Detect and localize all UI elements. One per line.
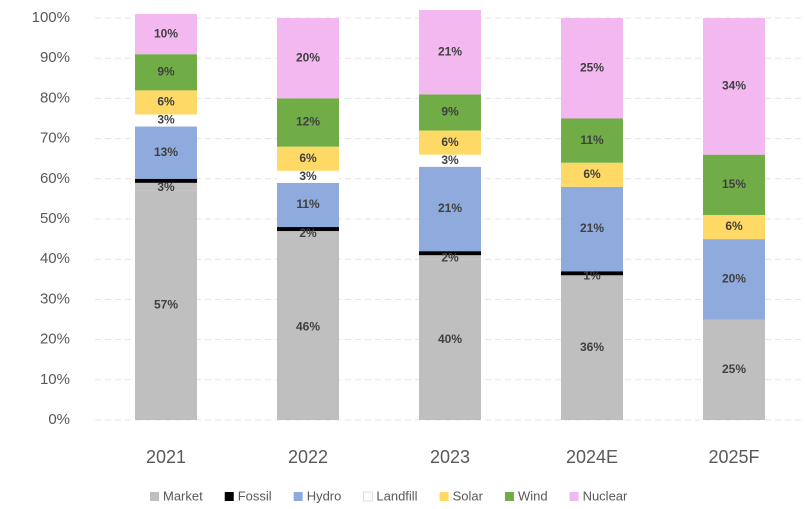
data-label: 3% — [441, 153, 459, 167]
data-label: 12% — [296, 115, 320, 129]
y-tick-label: 60% — [40, 170, 70, 187]
bar-segment — [703, 154, 765, 215]
bar-segment — [419, 259, 481, 420]
y-tick-label: 20% — [40, 331, 70, 348]
bar-segment — [419, 154, 481, 167]
bar-segment — [419, 94, 481, 131]
data-label: 21% — [438, 44, 462, 58]
bar-segment — [135, 126, 197, 179]
y-tick-label: 30% — [40, 290, 70, 307]
data-label: 1% — [583, 268, 601, 282]
bar-segment — [277, 170, 339, 183]
legend-swatch — [224, 492, 234, 501]
data-label: 9% — [157, 64, 175, 78]
x-tick-label: 2025F — [708, 447, 759, 467]
data-label: 34% — [722, 79, 746, 93]
data-label: 15% — [722, 177, 746, 191]
data-label: 6% — [725, 219, 743, 233]
x-tick-label: 2024E — [566, 447, 618, 467]
bar-segment — [703, 214, 765, 240]
bar-segment-edge — [277, 227, 339, 232]
legend-swatch — [362, 491, 373, 502]
bar-segment — [277, 227, 339, 236]
data-label: 3% — [299, 169, 317, 183]
bar-segment — [277, 98, 339, 147]
bar-segment — [277, 182, 339, 228]
data-label: 9% — [441, 105, 459, 119]
x-tick-label: 2023 — [430, 447, 470, 467]
bar-segment — [277, 146, 339, 171]
bar-segment-edge — [135, 178, 197, 183]
legend-label: Solar — [453, 488, 484, 503]
bar-segment — [561, 162, 623, 187]
bar-segment — [561, 118, 623, 163]
data-label: 20% — [296, 50, 320, 64]
data-label: 3% — [157, 180, 175, 194]
data-label: 21% — [438, 201, 462, 215]
data-label: 2% — [299, 226, 317, 240]
data-label: 6% — [441, 135, 459, 149]
data-label: 11% — [580, 133, 604, 147]
bar-segment — [419, 9, 481, 95]
bar-segment — [135, 90, 197, 115]
bar-segment — [277, 235, 339, 420]
data-label: 46% — [296, 320, 320, 334]
data-label: 13% — [154, 145, 178, 159]
legend-label: Fossil — [238, 488, 272, 503]
bar-segment — [703, 18, 765, 155]
data-label: 6% — [157, 95, 175, 109]
bar-segment — [561, 186, 623, 272]
bar-segment — [703, 319, 765, 420]
data-label: 25% — [580, 60, 604, 74]
bar-segment — [703, 239, 765, 320]
bar-segment — [135, 114, 197, 127]
y-tick-label: 40% — [40, 250, 70, 267]
data-label: 36% — [580, 340, 604, 354]
data-label: 20% — [722, 271, 746, 285]
data-label: 21% — [580, 221, 604, 235]
data-label: 25% — [722, 362, 746, 376]
legend-swatch — [504, 492, 514, 501]
y-tick-label: 10% — [40, 371, 70, 388]
bar-segment — [419, 251, 481, 260]
y-tick-label: 90% — [40, 49, 70, 66]
y-tick-label: 100% — [32, 9, 70, 26]
bar-segment-edge — [561, 271, 623, 276]
bar-segment — [419, 130, 481, 155]
bar-segment — [135, 190, 197, 420]
legend-swatch — [569, 492, 579, 501]
bar-segment-edge — [419, 251, 481, 256]
x-tick-label: 2022 — [288, 447, 328, 467]
legend-swatch — [439, 492, 449, 501]
x-tick-label: 2021 — [146, 447, 186, 467]
data-label: 2% — [441, 250, 459, 264]
data-label: 11% — [296, 197, 320, 211]
legend-label: Hydro — [307, 488, 342, 503]
bar-segment — [561, 18, 623, 119]
y-tick-label: 80% — [40, 89, 70, 106]
data-label: 6% — [583, 167, 601, 181]
legend-label: Market — [163, 488, 203, 503]
legend-label: Landfill — [376, 488, 417, 503]
bar-segment — [419, 166, 481, 252]
data-label: 3% — [157, 113, 175, 127]
data-label: 40% — [438, 332, 462, 346]
legend-label: Wind — [518, 488, 548, 503]
data-label: 10% — [154, 26, 178, 40]
legend-label: Nuclear — [583, 488, 628, 503]
bar-segment — [561, 275, 623, 420]
bar-segment — [135, 13, 197, 55]
y-tick-label: 50% — [40, 210, 70, 227]
bar-segment — [277, 18, 339, 99]
bar-segment — [135, 54, 197, 91]
legend-swatch — [150, 492, 159, 501]
y-tick-label: 0% — [48, 411, 70, 428]
data-label: 57% — [154, 298, 178, 312]
data-label: 6% — [299, 151, 317, 165]
legend-swatch — [293, 492, 303, 501]
y-tick-label: 70% — [40, 130, 70, 147]
